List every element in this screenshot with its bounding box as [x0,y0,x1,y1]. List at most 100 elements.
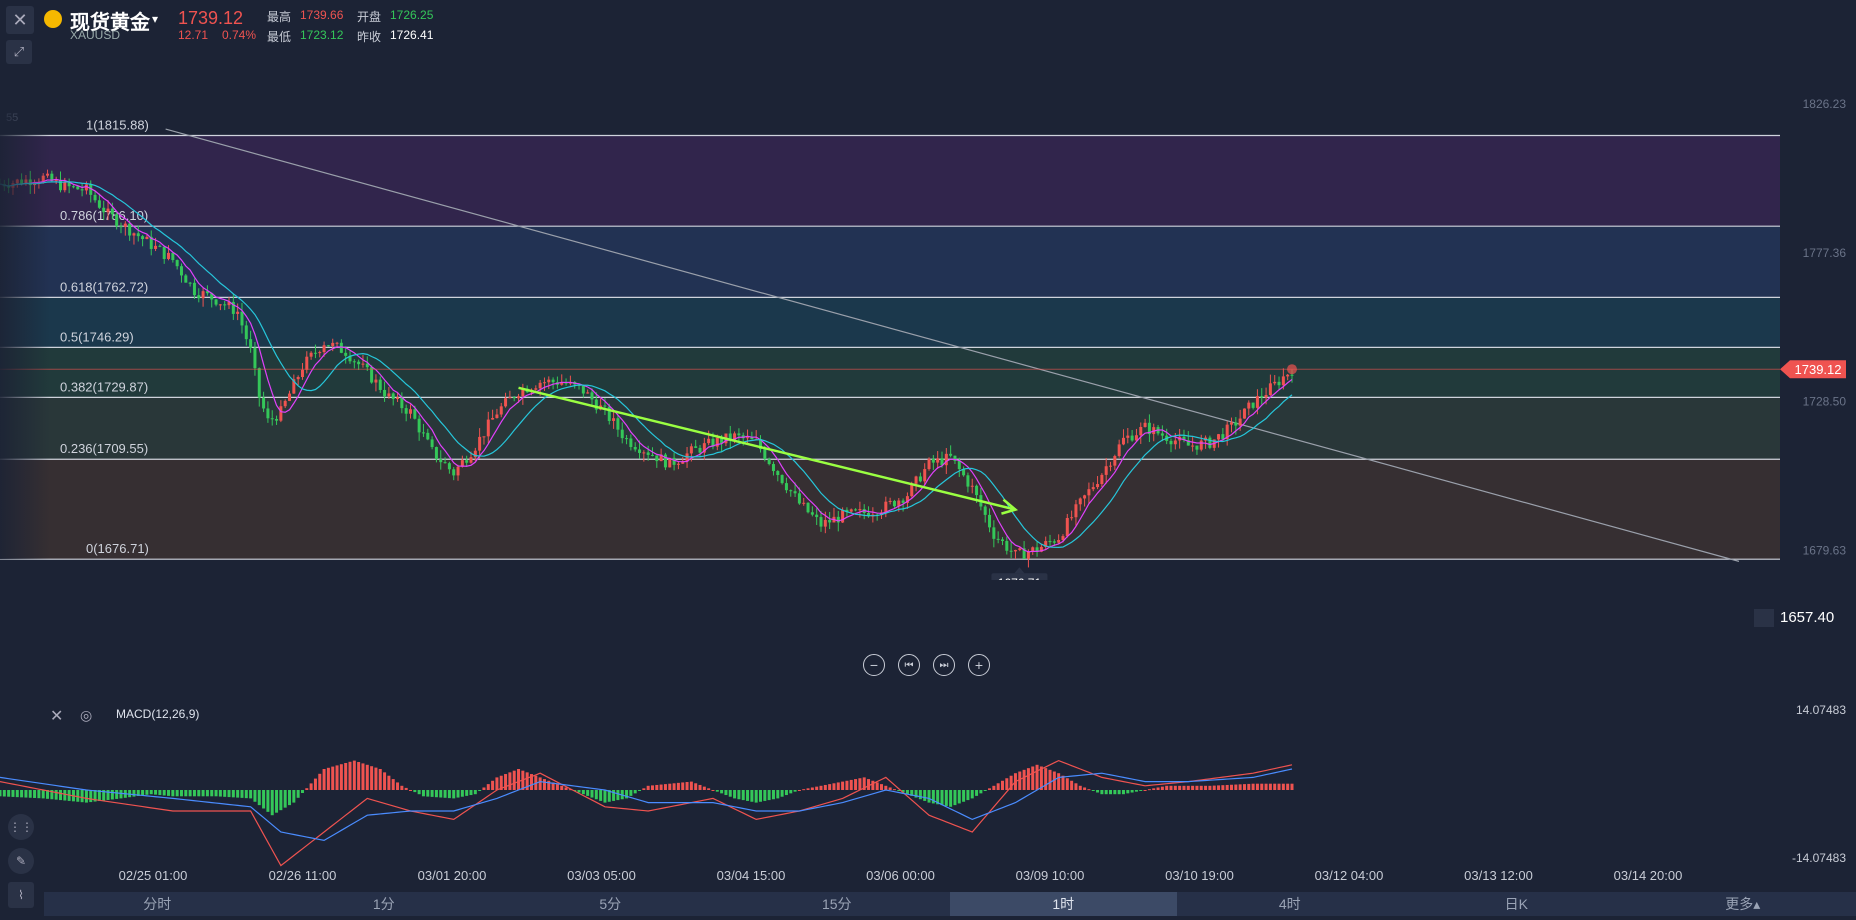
macd-bar [555,784,559,790]
timeframe-tab[interactable]: 5分 [599,896,622,912]
macd-bar [491,780,495,790]
instrument-title[interactable]: 现货黄金 [70,12,150,34]
macd-bar [1212,785,1216,790]
zoom-in-button[interactable]: + [968,654,990,676]
macd-bar [63,790,67,801]
previous-button[interactable]: ⏮ [898,654,920,676]
candle [214,299,218,305]
candle [249,339,253,348]
close-icon[interactable]: ✕ [6,6,34,34]
timeframe-tab[interactable]: 4时 [1278,896,1301,912]
macd-bar [421,790,425,797]
min-marker-label: 1676.71 [998,576,1042,580]
candle [1022,548,1026,559]
macd-bottom-label: -14.07483 [1792,851,1846,865]
candle [421,432,425,434]
macd-bar [538,777,542,790]
macd-bar [905,790,909,795]
candle [966,475,970,487]
candle [728,433,732,441]
candle [452,469,456,476]
candle [322,345,326,353]
candle [1147,422,1151,435]
macd-bar [616,790,620,801]
low-value: 1723.12 [300,28,344,42]
macd-bar [560,785,564,790]
macd-bar [400,785,404,790]
timeframe-tab[interactable]: 日K [1504,896,1528,912]
macd-bar [862,777,866,790]
candle [910,483,914,497]
timeframe-tab[interactable]: 15分 [821,896,852,912]
macd-bar [1018,771,1022,790]
macd-x-tick-label: 03/04 15:00 [717,868,786,883]
candle [1230,422,1234,425]
indicator-icon[interactable]: ⋮⋮ [8,814,34,840]
macd-bar [707,788,711,790]
candle [659,454,663,462]
caret-down-icon[interactable]: ▾ [152,12,159,26]
candle [707,438,711,444]
macd-bar [625,790,629,799]
macd-dif-line [0,759,1293,867]
fib-label: 0.382(1729.87) [60,379,148,394]
macd-bar [257,790,261,806]
gray-trendline [165,128,1740,562]
macd-settings-icon[interactable]: ◎ [80,707,93,723]
macd-bar [1255,783,1259,790]
candle [115,214,119,227]
line-chart-icon[interactable]: ⌇ [8,882,34,908]
macd-bar [404,787,408,790]
macd-bar [529,774,533,790]
macd-bar [361,763,365,790]
macd-bar [784,790,788,796]
high-value: 1739.66 [300,8,344,22]
candle [823,519,827,527]
next-button[interactable]: ⏭ [933,654,955,676]
macd-bar [1044,768,1048,790]
candle [262,397,266,409]
macd-bar [953,790,957,806]
macd-bar [849,779,853,790]
macd-bar [58,790,62,801]
timeframe-tab[interactable]: 更多▴ [1725,896,1761,912]
macd-chart[interactable]: 14.07483 -14.07483 02/25 01:00 02/26 11:00 0… [0,700,1856,890]
macd-bar [279,790,283,811]
candle [1264,395,1268,398]
candle [106,208,110,213]
macd-bar [672,783,676,790]
candle [132,233,136,236]
macd-bar [979,790,983,794]
candle [465,460,469,463]
timeframe-tab[interactable]: 1时 [950,892,1177,916]
macd-bar [1234,784,1238,790]
candle [1234,422,1238,426]
candle [975,485,979,496]
candle [1169,440,1173,445]
macd-bar [638,790,642,791]
macd-bar [975,790,979,796]
macd-bar [7,790,11,797]
zoom-out-button[interactable]: − [863,654,885,676]
macd-bar [547,780,551,790]
candle [123,223,127,227]
candle [789,490,793,492]
candle [1199,440,1203,450]
price-chart[interactable]: 1(1815.88)0.786(1786.10)0.618(1762.72)0.… [0,60,1856,580]
bell-icon[interactable] [1754,609,1774,627]
candle [486,419,490,437]
candle [188,282,192,284]
macd-bar [275,790,279,813]
candle [767,459,771,465]
macd-close-icon[interactable]: ✕ [50,708,64,725]
macd-bar [996,783,1000,790]
macd-bar [568,789,572,791]
candle [1031,547,1035,552]
macd-bar [1143,790,1147,791]
pencil-icon[interactable]: ✎ [8,848,34,874]
fib-zone [0,347,1780,398]
timeframe-tab[interactable]: 分时 [143,896,172,912]
candle [1186,440,1190,446]
timeframe-tab[interactable]: 1分 [372,896,395,912]
draw-tool-icon[interactable]: ⤢ [6,40,32,64]
